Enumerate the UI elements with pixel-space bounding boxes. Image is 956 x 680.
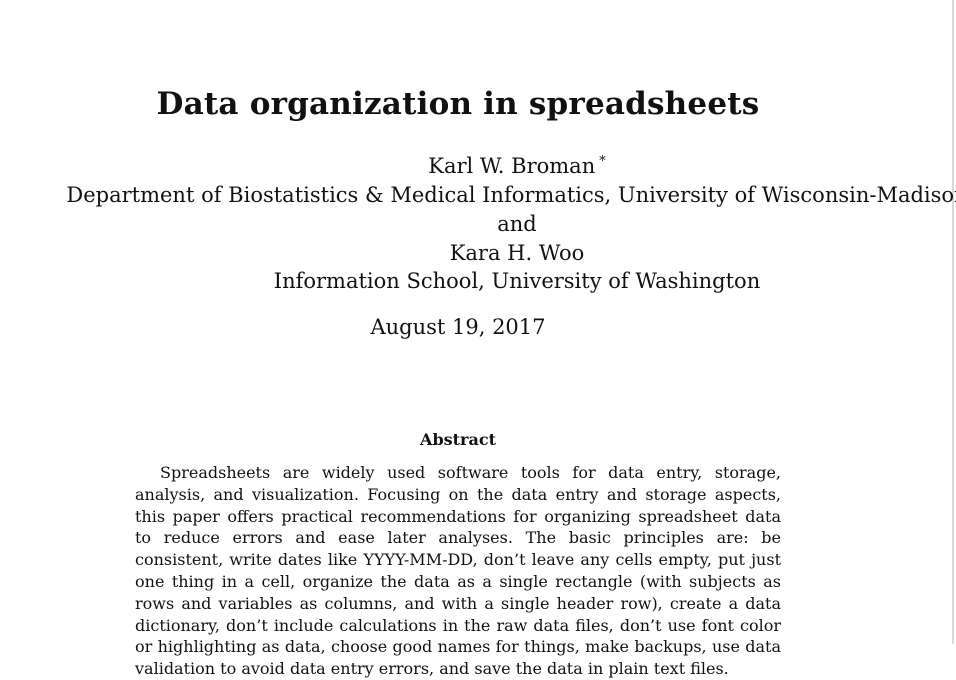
author-connector: and xyxy=(497,212,537,236)
author-1-affiliation: Department of Biostatistics & Medical In… xyxy=(66,183,956,207)
author-2-affiliation: Information School, University of Washin… xyxy=(273,269,761,293)
paper-date: August 19, 2017 xyxy=(370,315,546,339)
abstract-heading: Abstract xyxy=(420,430,496,449)
paper-title: Data organization in spreadsheets xyxy=(156,86,760,122)
page-edge xyxy=(952,0,954,644)
abstract-body: Spreadsheets are widely used software to… xyxy=(135,463,781,679)
author-1-name: Karl W. Broman xyxy=(428,154,596,178)
author-1-footnote-mark[interactable]: * xyxy=(599,154,606,169)
author-2-name: Kara H. Woo xyxy=(449,241,585,265)
author-1-line: Karl W. Broman * xyxy=(0,154,956,178)
